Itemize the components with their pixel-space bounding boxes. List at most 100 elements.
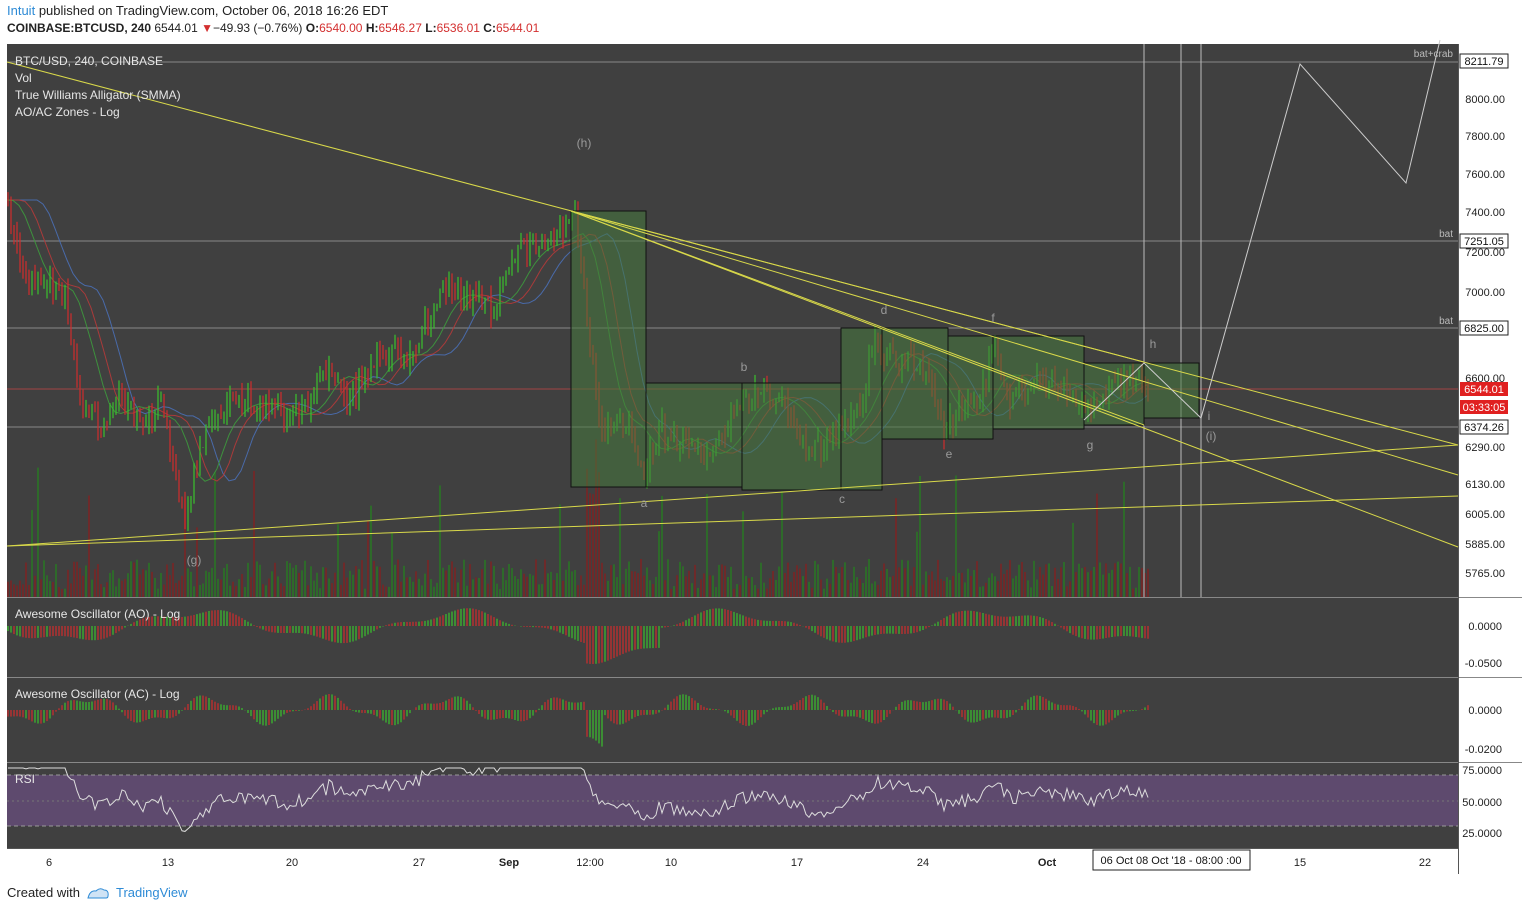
wave-label: c: [839, 492, 845, 506]
rsi-line: [8, 767, 1149, 832]
wave-box: [992, 335, 1085, 430]
tradingview-logo-icon[interactable]: [86, 886, 110, 900]
oscillator-tick: 50.0000: [1462, 797, 1502, 809]
time-tick: Sep: [499, 857, 519, 869]
price-tick: 7200.00: [1465, 247, 1505, 259]
price-tick: 7800.00: [1465, 131, 1505, 143]
trendline: [6, 444, 1459, 547]
close-value: 6544.01: [495, 21, 540, 35]
price-tick: 6005.00: [1465, 509, 1505, 521]
oscillator-tick: 0.0000: [1468, 705, 1502, 717]
legend-entry: AO/AC Zones - Log: [15, 105, 120, 119]
wave-label: a: [641, 496, 648, 510]
ohlc-line: COINBASE:BTCUSD, 240 6544.01 ▼−49.93 (−0…: [7, 21, 539, 35]
time-tick: 27: [413, 857, 425, 869]
price-tick: 5885.00: [1465, 539, 1505, 551]
projection-path: [1083, 39, 1441, 421]
wave-label: f: [991, 311, 995, 325]
time-tick: 20: [286, 857, 298, 869]
price-label-box: [1460, 400, 1508, 414]
created-with-text: Created with: [7, 885, 80, 900]
high-label: H:: [365, 21, 379, 35]
oscillator-tick: -0.0200: [1465, 744, 1502, 756]
price-label: 6544.01: [1464, 384, 1504, 396]
level-note: bat+crab: [1414, 49, 1454, 60]
trendline: [570, 210, 1459, 476]
wave-label: d: [881, 303, 888, 317]
trendline: [6, 495, 1459, 547]
author-name[interactable]: Intuit: [7, 3, 36, 18]
trendline: [570, 210, 1459, 446]
close-label: C:: [483, 21, 496, 35]
price-label: 6374.26: [1464, 422, 1504, 434]
price-tick: 8000.00: [1465, 94, 1505, 106]
tradingview-link[interactable]: TradingView: [115, 885, 188, 900]
price-tick: 6290.00: [1465, 442, 1505, 454]
wave-box: [840, 327, 883, 491]
wave-box: [570, 210, 647, 488]
price-label: 7251.05: [1464, 236, 1504, 248]
wave-label: h: [1150, 337, 1157, 351]
oscillator-tick: 0.0000: [1468, 621, 1502, 633]
level-note: bat: [1439, 229, 1453, 240]
ao-pane[interactable]: [7, 598, 1458, 677]
oscillator-tick: 75.0000: [1462, 765, 1502, 777]
trendline: [570, 210, 1145, 426]
chart-area[interactable]: (h) a b c d e f g h i (i) (g) BTC/USD, 240, COINBASE…: [0, 0, 1522, 880]
legend-entry: BTC/USD, 240, COINBASE: [15, 54, 163, 68]
oscillator-tick: 25.0000: [1462, 828, 1502, 840]
wave-box: [741, 382, 842, 491]
wave-label: (i): [1206, 429, 1217, 443]
price-label: 6825.00: [1464, 323, 1504, 335]
wave-label: g: [1087, 438, 1094, 452]
wave-box: [881, 327, 949, 440]
time-tick: 24: [917, 857, 929, 869]
wave-box: [645, 382, 743, 488]
time-tick: 12:00: [576, 857, 604, 869]
level-note: bat: [1439, 316, 1453, 327]
time-tooltip: 06 Oct 08 Oct '18 - 08:00 :00: [1101, 855, 1242, 867]
time-tick: Oct: [1038, 857, 1057, 869]
price-tick: 7400.00: [1465, 207, 1505, 219]
high-value: 6546.27: [378, 21, 422, 35]
time-tick: 17: [791, 857, 803, 869]
price-label: 8211.79: [1465, 56, 1504, 68]
price-label-box: [1459, 320, 1509, 336]
ac-pane[interactable]: [7, 678, 1458, 762]
price-tick: 7600.00: [1465, 169, 1505, 181]
time-tick: 22: [1419, 857, 1431, 869]
time-tick: 13: [162, 857, 174, 869]
pane-title: Awesome Oscillator (AC) - Log: [15, 687, 180, 701]
price-label: 03:33:05: [1463, 402, 1506, 414]
time-tick: 6: [46, 857, 52, 869]
open-value: 6540.00: [319, 21, 363, 35]
down-arrow-icon: ▼: [201, 21, 213, 35]
wave-label: b: [741, 360, 748, 374]
publish-line: Intuit published on TradingView.com, Oct…: [7, 3, 388, 18]
price-label-box: [1460, 382, 1508, 396]
pane-title: RSI: [15, 772, 35, 786]
main-pane[interactable]: [7, 44, 1458, 597]
open-label: O:: [305, 21, 320, 35]
legend-entry: Vol: [15, 71, 32, 85]
oscillator-tick: -0.0500: [1465, 658, 1502, 670]
legend-entry: True Williams Alligator (SMMA): [15, 88, 181, 102]
publish-info: published on TradingView.com, October 06…: [38, 3, 389, 18]
symbol-label: COINBASE:BTCUSD, 240: [7, 21, 152, 35]
price-axis[interactable]: [1458, 44, 1522, 848]
time-tooltip-box: [1092, 849, 1251, 871]
price-label-box: [1459, 419, 1509, 435]
price-label-box: [1459, 53, 1509, 69]
wave-box: [947, 335, 994, 440]
price-tick: 5765.00: [1465, 568, 1505, 580]
wave-label: (g): [187, 553, 202, 567]
time-tick: 15: [1294, 857, 1306, 869]
change-value: −49.93 (−0.76%): [213, 21, 303, 35]
wave-label: (h): [577, 136, 592, 150]
trendline: [570, 210, 1459, 548]
price-tick: 7000.00: [1465, 287, 1505, 299]
wave-label: e: [946, 447, 953, 461]
last-price: 6544.01: [154, 21, 198, 35]
time-tick: 10: [665, 857, 677, 869]
footer: Created with TradingView: [7, 885, 188, 900]
